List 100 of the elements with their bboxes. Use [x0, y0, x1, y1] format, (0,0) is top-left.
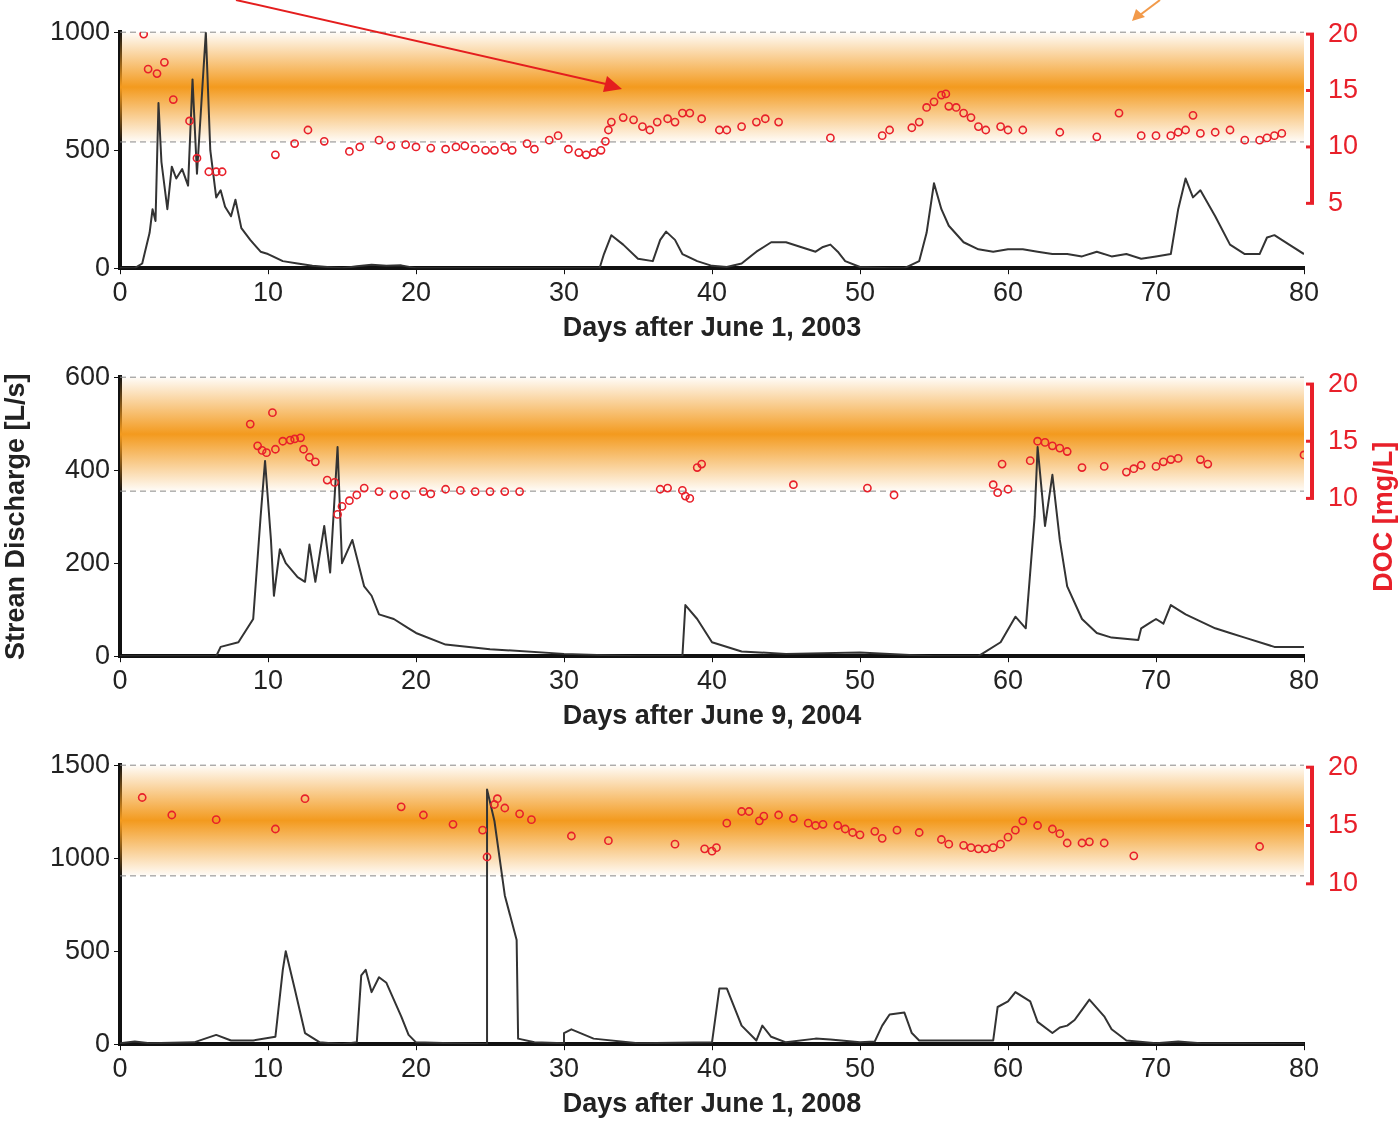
point: [482, 852, 492, 862]
y-tick-label: 400: [64, 453, 110, 484]
point: [1255, 842, 1264, 851]
point: [419, 810, 428, 820]
y2-tick-label: 10: [1328, 481, 1359, 512]
y2-tick-label: 20: [1328, 367, 1359, 398]
x-axis-title: Days after June 9, 2004: [562, 700, 862, 731]
point: [744, 807, 754, 816]
point: [974, 844, 983, 854]
point: [604, 836, 613, 846]
point: [700, 844, 709, 854]
x-tick-label: 20: [400, 1052, 432, 1083]
point: [478, 825, 487, 835]
point: [840, 824, 850, 834]
x-tick-label: 80: [1288, 1052, 1320, 1083]
y2-axis-title: DOC [mg/L]: [1368, 441, 1399, 592]
x-axis-title: Days after June 1, 2003: [562, 312, 862, 343]
y-tick-label: 1000: [49, 15, 110, 46]
point: [271, 824, 280, 834]
point: [300, 794, 310, 804]
x-tick-label: 70: [1140, 1052, 1172, 1083]
y2-tick-label: 15: [1328, 808, 1359, 839]
y-axis-title: Strean Discharge [L/s]: [0, 373, 30, 660]
point: [211, 815, 221, 825]
point: [774, 810, 783, 820]
y-tick-label: 0: [94, 251, 110, 282]
x-tick-label: 10: [252, 1052, 284, 1083]
point: [396, 802, 406, 812]
point: [1099, 838, 1109, 848]
point: [937, 835, 946, 844]
point: [737, 807, 746, 816]
x-tick-label: 20: [400, 276, 432, 307]
point: [789, 814, 798, 823]
y-tick-label: 500: [64, 133, 110, 164]
point: [914, 828, 924, 837]
x-tick-label: 40: [696, 1052, 728, 1083]
y2-tick-label: 15: [1328, 424, 1359, 455]
point: [137, 793, 147, 802]
point: [670, 839, 680, 849]
point: [959, 840, 968, 850]
point: [754, 816, 764, 826]
y-tick-label: 0: [94, 639, 110, 670]
point: [1085, 837, 1094, 847]
point: [493, 794, 502, 804]
point: [848, 828, 857, 837]
point: [500, 803, 510, 813]
y-tick-label: 200: [64, 546, 110, 577]
y-tick-label: 600: [64, 360, 110, 391]
y-tick-label: 1500: [49, 748, 110, 779]
x-tick-label: 30: [548, 276, 580, 307]
point: [759, 811, 769, 821]
x-tick-label: 30: [548, 664, 580, 695]
point: [1011, 825, 1020, 835]
x-tick-label: 60: [992, 664, 1024, 695]
point: [707, 846, 717, 856]
point: [1062, 838, 1072, 848]
point: [988, 843, 998, 853]
point: [811, 821, 820, 830]
x-tick-label: 50: [844, 1052, 876, 1083]
point: [892, 825, 902, 835]
point: [1055, 829, 1065, 839]
point: [712, 843, 721, 853]
x-tick-label: 70: [1140, 276, 1172, 307]
point: [981, 844, 991, 854]
point: [515, 809, 524, 819]
point: [1048, 824, 1057, 834]
y2-tick-label: 15: [1328, 73, 1359, 104]
y2-tick-label: 10: [1328, 867, 1359, 898]
x-tick-label: 10: [252, 664, 284, 695]
y2-tick-label: 20: [1328, 750, 1359, 781]
y2-tick-label: 5: [1328, 186, 1344, 217]
point: [877, 833, 887, 843]
point: [722, 818, 732, 828]
point: [1003, 832, 1013, 842]
point: [803, 818, 813, 828]
x-axis-title: Days after June 1, 2008: [562, 1088, 862, 1119]
x-tick-label: 80: [1288, 664, 1320, 695]
point: [966, 843, 976, 853]
point: [1018, 816, 1028, 826]
point: [1129, 851, 1139, 861]
point: [167, 810, 177, 820]
point: [1033, 821, 1042, 830]
y-tick-label: 1000: [49, 841, 110, 872]
point: [833, 821, 843, 830]
point: [567, 831, 576, 841]
x-tick-label: 40: [696, 276, 728, 307]
x-tick-label: 50: [844, 276, 876, 307]
point: [855, 830, 865, 840]
point: [448, 819, 458, 829]
x-tick-label: 40: [696, 664, 728, 695]
y-tick-label: 0: [94, 1027, 110, 1058]
point: [1077, 838, 1087, 848]
x-tick-label: 10: [252, 276, 284, 307]
y-tick-label: 500: [64, 934, 110, 965]
point: [870, 826, 880, 836]
point: [996, 839, 1005, 849]
point: [527, 815, 536, 825]
x-tick-label: 60: [992, 1052, 1024, 1083]
x-tick-label: 20: [400, 664, 432, 695]
point: [818, 819, 828, 829]
